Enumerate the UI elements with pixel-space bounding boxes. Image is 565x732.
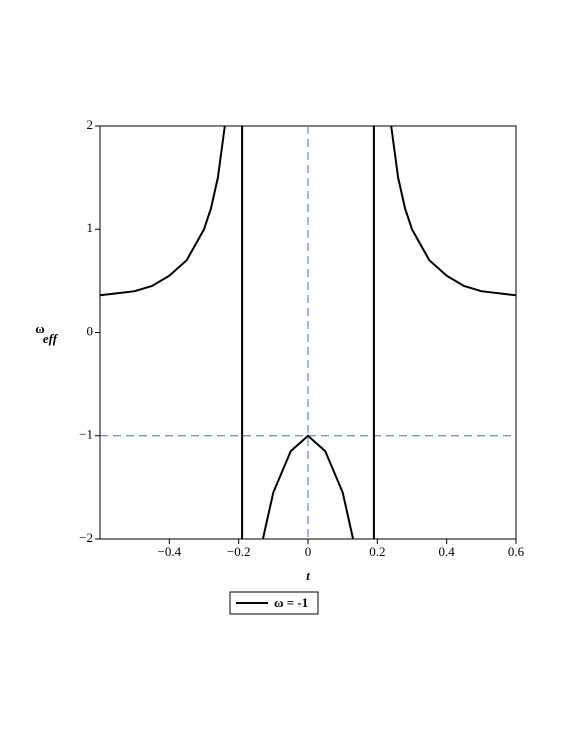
x-tick-label: −0.4	[158, 544, 182, 559]
y-tick-label: 0	[87, 323, 94, 338]
y-axis-label: ω	[35, 321, 45, 336]
y-tick-label: −2	[79, 530, 93, 545]
x-axis-label: t	[306, 568, 310, 583]
y-tick-label: −1	[79, 427, 93, 442]
y-axis-label-sub: eff	[43, 331, 59, 346]
x-tick-label: 0.6	[508, 544, 525, 559]
x-tick-label: 0	[305, 544, 312, 559]
y-tick-label: 1	[87, 220, 94, 235]
legend-label: ω = -1	[274, 595, 308, 610]
legend-box	[229, 591, 319, 615]
x-tick-label: 0.2	[369, 544, 385, 559]
data-line	[99, 125, 517, 540]
x-tick-label: −0.2	[227, 544, 251, 559]
x-tick-label: 0.4	[439, 544, 456, 559]
y-tick-label: 2	[87, 117, 94, 132]
